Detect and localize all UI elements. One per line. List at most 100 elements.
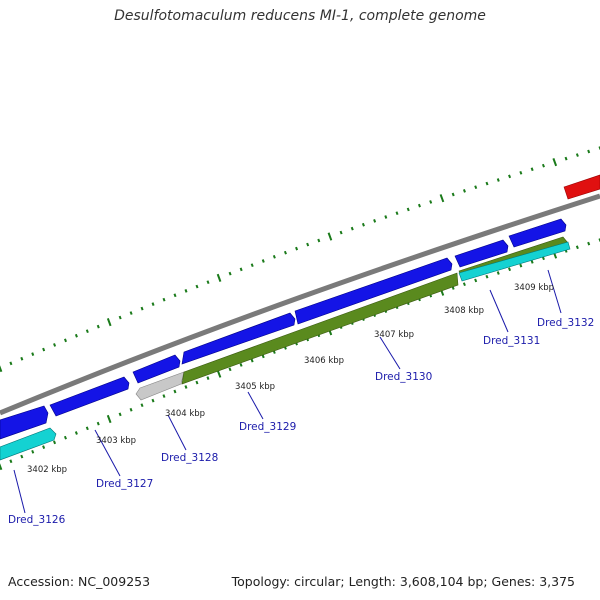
minor-tick [96,324,100,329]
minor-tick [20,356,24,361]
minor-tick [350,226,354,231]
minor-tick [451,192,455,197]
gene-block[interactable] [0,405,49,440]
minor-tick [587,241,591,246]
rna-feature[interactable] [563,174,600,200]
forward-strand-genes [0,218,567,440]
gene-block[interactable] [132,354,181,384]
scale-label: 3408 kbp [444,306,484,316]
minor-tick [295,246,299,251]
minor-tick [474,278,478,283]
minor-tick [283,250,287,255]
scale-label: 3402 kbp [27,465,67,475]
minor-tick [85,426,89,431]
minor-tick [31,352,35,356]
minor-tick [74,333,78,338]
minor-tick [519,263,523,268]
gene-label[interactable]: Dred_3130 [375,371,432,383]
gene-block[interactable] [181,312,296,365]
minor-tick [184,289,188,293]
minor-tick [129,407,133,412]
gene-block[interactable] [181,272,459,385]
minor-tick [195,284,199,289]
major-tick [0,463,3,471]
minor-tick [485,274,489,279]
minor-tick [162,394,166,398]
gene-block[interactable] [49,376,130,417]
gene-block[interactable] [294,257,453,325]
minor-tick [85,329,89,334]
gene-label[interactable]: Dred_3129 [239,421,296,433]
minor-tick [151,398,155,403]
minor-tick [228,367,232,372]
minor-tick [31,449,35,454]
minor-tick [406,207,410,212]
gene-label[interactable]: Dred_3127 [96,478,153,490]
minor-tick [250,263,254,268]
scale-label: 3405 kbp [235,382,275,392]
gene-block[interactable] [135,371,185,401]
gene-labels: Dred_3126 Dred_3127 Dred_3128 Dred_3129 … [8,317,594,526]
major-tick [106,414,112,424]
minor-tick [564,156,568,161]
scale-label: 3404 kbp [165,409,205,419]
minor-tick [496,178,500,182]
gene-label[interactable]: Dred_3132 [537,317,594,329]
minor-tick [395,211,399,216]
minor-tick [162,297,166,302]
minor-tick [530,260,534,264]
minor-tick [53,440,57,445]
minor-tick [485,181,489,186]
minor-tick [206,376,210,380]
minor-tick [306,242,310,247]
gene-block[interactable] [0,427,57,461]
gene-label[interactable]: Dred_3126 [8,514,66,526]
minor-tick [575,245,579,250]
minor-tick [361,222,365,227]
minor-tick [261,354,265,359]
minor-tick [173,293,177,298]
minor-tick [373,219,377,223]
minor-tick [140,403,144,408]
minor-tick [53,343,57,347]
scale-label: 3407 kbp [374,330,414,340]
gene-block[interactable] [458,241,571,282]
minor-tick [173,389,177,394]
gene-block[interactable] [508,218,567,248]
major-tick [216,273,222,282]
reverse-strand-genes [0,236,571,461]
minor-tick [74,431,78,435]
minor-tick [118,315,122,320]
minor-tick [417,203,421,208]
minor-tick [129,311,133,315]
scale-label: 3403 kbp [96,436,136,446]
minor-tick [96,421,100,426]
minor-tick [587,149,591,154]
minor-tick [519,170,523,175]
gene-label[interactable]: Dred_3128 [161,452,218,464]
minor-tick [261,259,265,263]
minor-tick [184,385,188,389]
minor-tick [239,267,243,272]
minor-tick [541,163,545,168]
scale-label: 3409 kbp [514,283,554,293]
minor-tick [474,185,478,190]
scale-labels: 3402 kbp 3403 kbp 3404 kbp 3405 kbp 3406… [27,283,554,475]
scale-label: 3406 kbp [304,356,344,366]
minor-tick [42,445,46,449]
minor-tick [206,280,210,285]
minor-tick [508,174,512,179]
genome-title: Desulfotomaculum reducens MI-1, complete… [114,8,486,24]
gene-label[interactable]: Dred_3131 [483,335,540,347]
major-tick [327,232,333,241]
gene-block[interactable] [454,239,509,268]
minor-tick [384,215,388,219]
minor-tick [42,347,46,352]
minor-tick [250,358,254,363]
minor-tick [530,167,534,172]
minor-tick [118,412,122,417]
minor-tick [239,363,243,367]
minor-tick [339,230,343,235]
minor-tick [228,271,232,276]
minor-tick [496,271,500,275]
